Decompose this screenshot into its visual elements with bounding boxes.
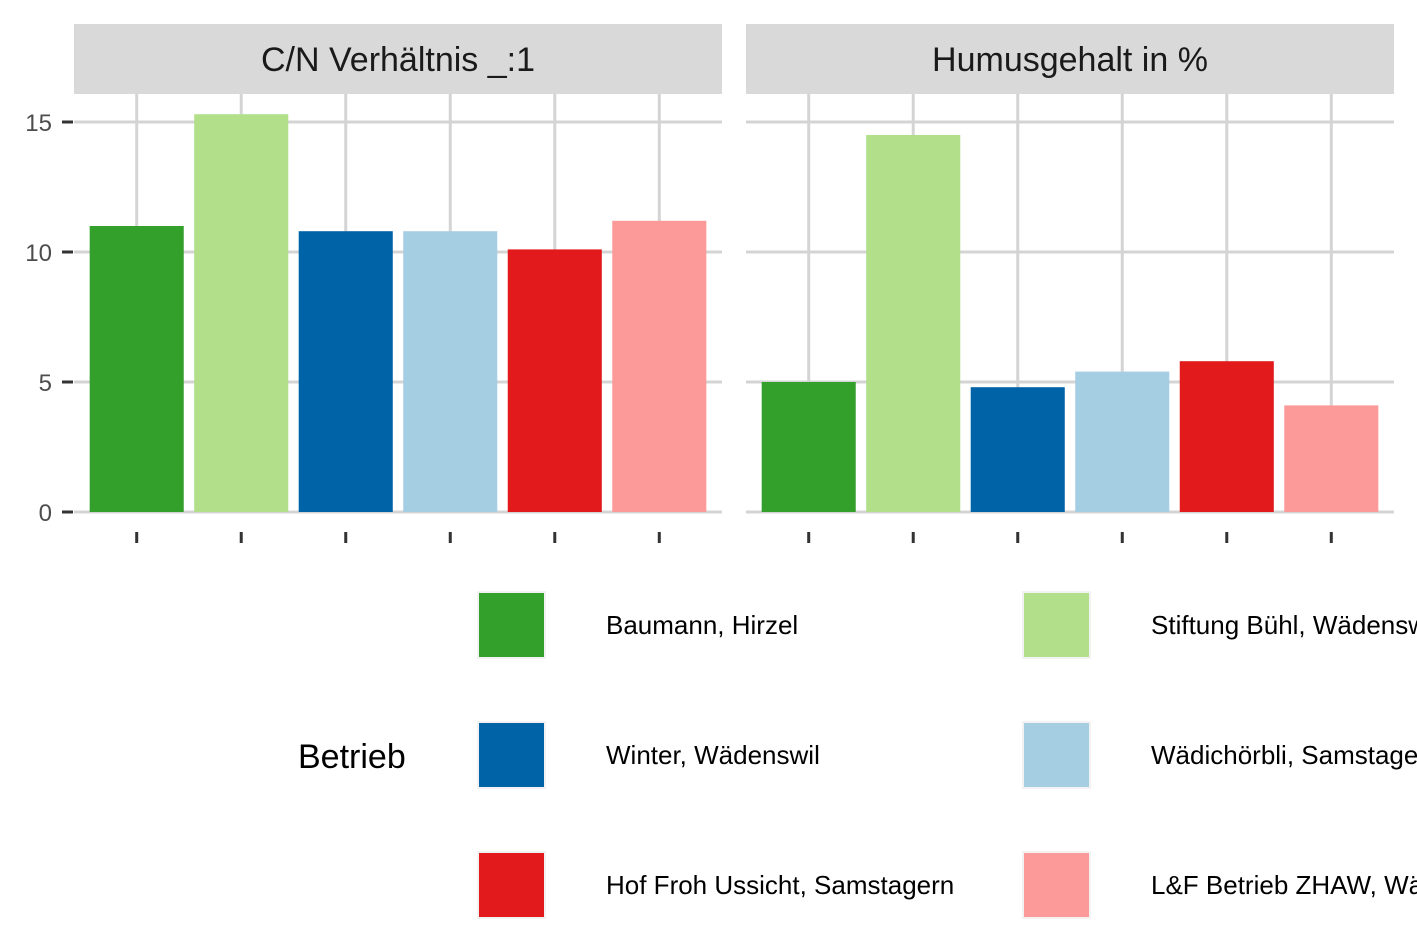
bar: [298, 231, 393, 512]
legend-swatch: [1022, 851, 1091, 919]
legend-swatch: [477, 591, 546, 659]
bar: [1075, 371, 1170, 512]
legend-swatch: [477, 851, 546, 919]
legend-swatch: [1022, 721, 1091, 789]
legend: Betrieb Baumann, Hirzel Stiftung Bühl, Wäd…: [298, 591, 1417, 919]
legend-swatch: [477, 721, 546, 789]
legend-label: L&F Betrieb ZHAW, Wädenswil: [1151, 870, 1417, 900]
legend-label: Stiftung Bühl, Wädenswil: [1151, 610, 1417, 640]
y-tick-label: 5: [39, 370, 52, 397]
bar: [866, 135, 961, 512]
bar: [403, 231, 498, 512]
legend-swatch: [1022, 591, 1091, 659]
legend-label: Baumann, Hirzel: [606, 610, 798, 640]
bar: [89, 226, 184, 512]
y-axis: 0 5 10 15: [25, 110, 73, 527]
facet-title: Humusgehalt in %: [932, 41, 1208, 79]
facet-panel-2: Humusgehalt in %: [746, 24, 1394, 543]
y-tick-label: 10: [25, 240, 52, 267]
bar: [1284, 405, 1379, 512]
y-tick-label: 0: [39, 500, 52, 527]
bar: [612, 220, 707, 513]
facet-strip: [74, 24, 722, 94]
bar: [970, 387, 1065, 512]
bar: [1179, 361, 1274, 512]
legend-label: Hof Froh Ussicht, Samstagern: [606, 870, 954, 900]
facet-strip: [746, 24, 1394, 94]
bar: [761, 382, 856, 512]
legend-label: Winter, Wädenswil: [606, 740, 820, 770]
legend-title: Betrieb: [298, 738, 406, 776]
bar: [194, 114, 289, 512]
facet-title: C/N Verhältnis _:1: [261, 41, 535, 79]
facet-panel-1: C/N Verhältnis _:1: [74, 24, 722, 543]
y-tick-label: 15: [25, 110, 52, 137]
legend-label: Wädichörbli, Samstagern: [1151, 740, 1417, 770]
bar: [507, 249, 602, 512]
